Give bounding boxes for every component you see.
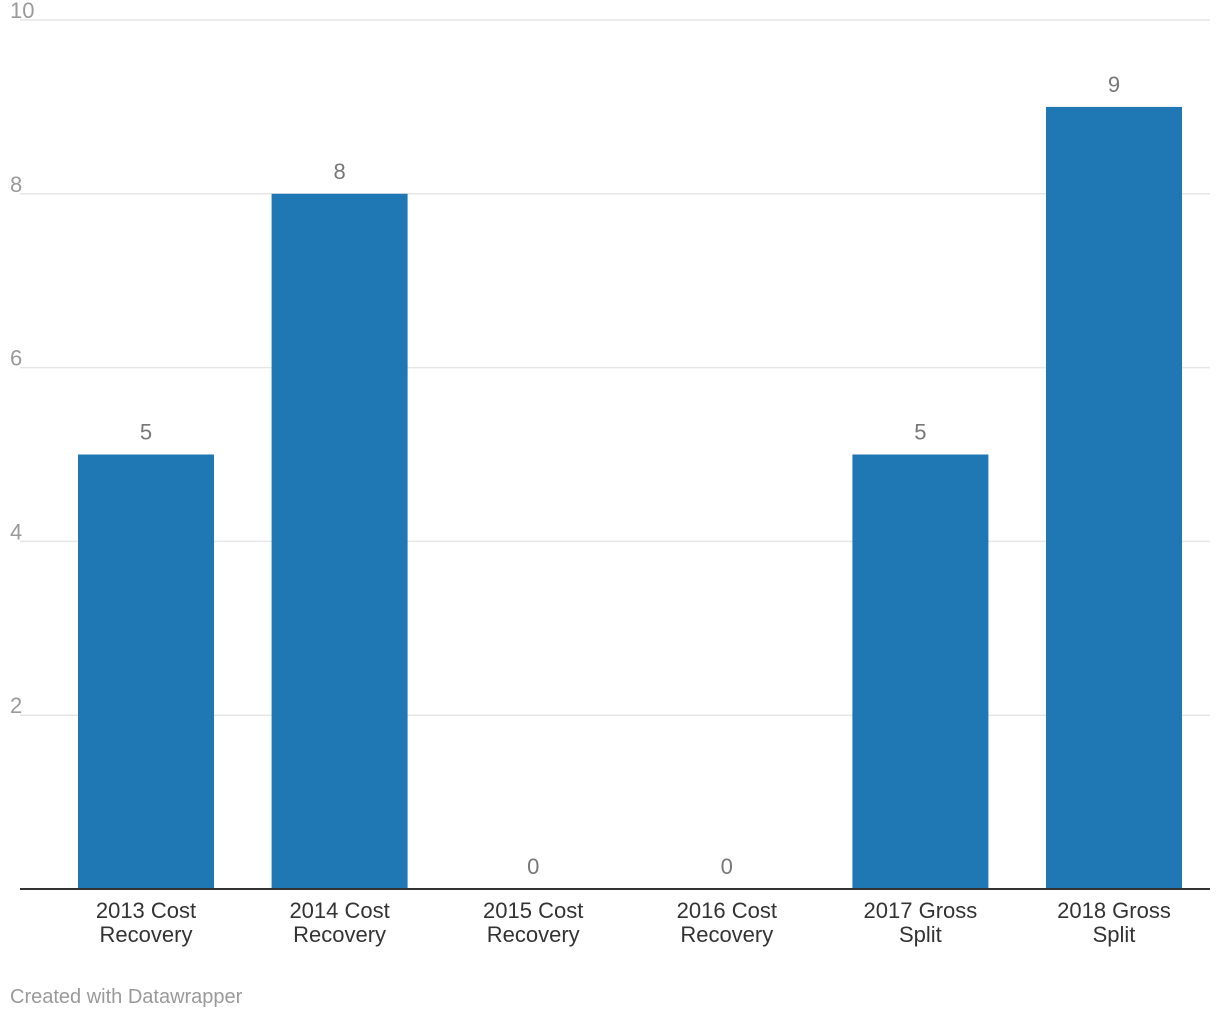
- x-tick-label-line: Recovery: [487, 922, 580, 947]
- grid-lines: 2 4 6 8 10: [10, 0, 1210, 718]
- bar-1: [78, 454, 214, 889]
- x-tick-label-line: 2015 Cost: [483, 898, 583, 923]
- x-tick-label-1: 2013 Cost Recovery: [96, 898, 196, 947]
- bars: [78, 106, 1182, 890]
- y-tick-label: 4: [10, 519, 22, 544]
- x-tick-label-4: 2016 Cost Recovery: [677, 898, 777, 947]
- chart-credit: Created with Datawrapper: [10, 986, 243, 1008]
- y-tick-label: 8: [10, 172, 22, 197]
- x-tick-label-2: 2014 Cost Recovery: [289, 898, 389, 947]
- x-tick-label-line: Recovery: [100, 922, 193, 947]
- x-tick-label-line: 2016 Cost: [677, 898, 777, 923]
- x-tick-label-5: 2017 Gross Split: [864, 898, 978, 947]
- y-tick-label: 6: [10, 346, 22, 371]
- x-tick-label-6: 2018 Gross Split: [1057, 898, 1171, 947]
- value-label-5: 5: [914, 420, 926, 445]
- value-label-6: 9: [1108, 72, 1120, 97]
- x-tick-label-3: 2015 Cost Recovery: [483, 898, 583, 947]
- value-label-2: 8: [333, 159, 345, 184]
- x-tick-label-line: 2017 Gross: [864, 898, 978, 923]
- value-label-4: 0: [721, 854, 733, 879]
- bar-2: [271, 193, 408, 890]
- value-label-1: 5: [140, 420, 152, 445]
- x-tick-label-line: 2014 Cost: [289, 898, 389, 923]
- bar-6: [1046, 106, 1182, 889]
- bar-5: [852, 454, 989, 889]
- y-tick-label: 10: [10, 0, 34, 23]
- x-tick-label-line: 2013 Cost: [96, 898, 196, 923]
- value-labels: 5 8 0 0 5 9: [140, 72, 1120, 879]
- x-tick-label-line: Recovery: [293, 922, 386, 947]
- y-tick-label: 2: [10, 693, 22, 718]
- x-tick-label-line: 2018 Gross: [1057, 898, 1171, 923]
- x-tick-label-line: Split: [899, 922, 942, 947]
- x-tick-label-line: Recovery: [680, 922, 773, 947]
- x-tick-label-line: Split: [1093, 922, 1136, 947]
- value-label-3: 0: [527, 854, 539, 879]
